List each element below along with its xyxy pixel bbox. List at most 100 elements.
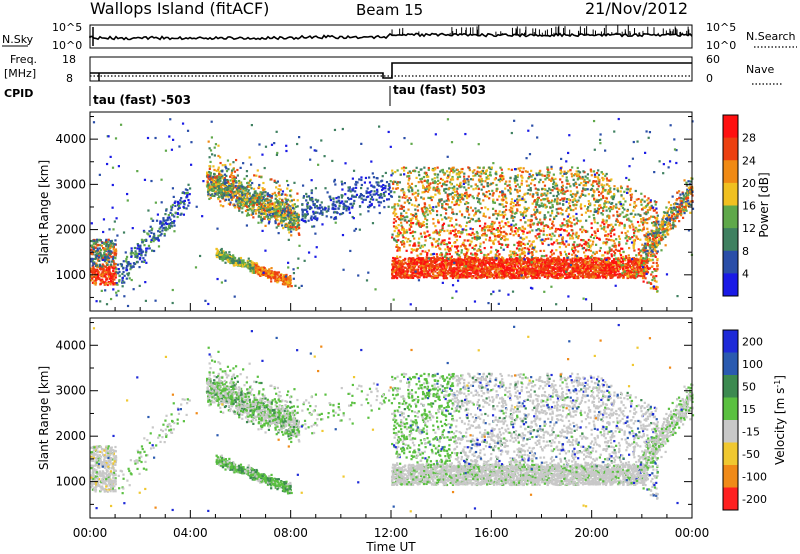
power-point: [360, 176, 363, 179]
power-point: [111, 280, 114, 283]
power-point: [575, 259, 578, 262]
power-point: [350, 197, 353, 200]
date-title: 21/Nov/2012: [585, 0, 688, 18]
power-point: [246, 209, 249, 212]
power-point: [329, 198, 333, 202]
power-point: [558, 260, 561, 263]
power-point: [217, 191, 221, 195]
power-point: [137, 244, 140, 247]
power-point: [251, 271, 254, 274]
power-point: [108, 257, 111, 260]
power-point: [275, 210, 278, 213]
power-point: [211, 180, 214, 184]
power-point: [248, 263, 251, 266]
power-point: [116, 283, 119, 286]
power-point: [256, 169, 259, 172]
power-point: [289, 224, 292, 227]
power-point: [257, 215, 260, 218]
power-point: [182, 213, 185, 216]
power-point: [277, 276, 280, 279]
power-point: [355, 183, 358, 186]
power-point: [227, 198, 230, 201]
power-point: [103, 251, 106, 254]
power-point: [245, 170, 249, 173]
power-point: [250, 195, 254, 198]
nsky-label: N.Sky: [2, 33, 34, 46]
power-point: [107, 269, 110, 273]
power-point: [173, 201, 176, 204]
power-point: [289, 278, 292, 281]
power-point: [318, 207, 321, 210]
power-point: [517, 259, 520, 262]
power-point: [535, 276, 538, 280]
power-point: [98, 247, 101, 250]
power-point: [543, 262, 547, 265]
power-point: [129, 268, 132, 271]
power-point: [212, 175, 215, 178]
power-point: [255, 192, 258, 195]
power-point: [255, 174, 258, 177]
power-point: [478, 276, 481, 279]
power-point: [213, 182, 216, 185]
power-point: [138, 250, 141, 253]
power-point: [246, 261, 250, 264]
power-point: [161, 223, 164, 226]
power-point: [425, 270, 428, 273]
power-point: [104, 282, 107, 286]
power-point: [405, 276, 409, 279]
power-point: [245, 214, 249, 217]
power-point: [103, 258, 107, 261]
power-point: [571, 265, 574, 268]
power-point: [458, 276, 462, 279]
power-point: [254, 209, 257, 212]
power-point: [234, 158, 238, 162]
power-point: [150, 231, 153, 234]
power-point: [291, 212, 294, 216]
power-point: [306, 205, 309, 208]
power-point: [563, 257, 566, 260]
power-point: [269, 270, 272, 274]
power-point: [429, 257, 433, 260]
power-point: [272, 210, 275, 213]
power-point: [208, 170, 211, 174]
power-point: [216, 179, 219, 182]
power-point: [258, 199, 261, 203]
power-point: [185, 192, 188, 195]
power-point: [176, 212, 180, 215]
power-point: [247, 263, 250, 266]
power-point: [274, 194, 277, 197]
power-point: [297, 223, 301, 226]
power-point: [277, 224, 280, 227]
power-point: [139, 256, 142, 260]
power-point: [229, 179, 232, 182]
power-point: [212, 165, 215, 168]
power-point: [447, 270, 450, 273]
power-point: [275, 218, 278, 221]
power-point: [235, 263, 238, 266]
power-point: [165, 219, 168, 222]
power-point: [240, 260, 244, 263]
power-point: [169, 211, 172, 215]
power-point: [245, 188, 248, 191]
power-point: [186, 193, 189, 196]
power-point: [546, 277, 549, 280]
power-point: [250, 200, 254, 204]
power-point: [106, 263, 109, 266]
power-point: [482, 259, 485, 262]
power-point: [324, 207, 327, 210]
power-point: [234, 194, 237, 197]
freq-tick-top: 18: [62, 53, 76, 66]
power-point: [279, 207, 282, 210]
power-point: [252, 199, 255, 203]
power-point: [141, 241, 144, 244]
power-point: [556, 266, 559, 269]
power-point: [241, 204, 245, 207]
power-point: [213, 183, 216, 187]
power-point: [231, 181, 235, 184]
power-point: [316, 200, 319, 203]
power-point: [215, 248, 218, 251]
power-point: [249, 184, 252, 187]
power-point: [163, 234, 166, 237]
power-point: [230, 255, 233, 259]
power-point: [308, 207, 312, 211]
